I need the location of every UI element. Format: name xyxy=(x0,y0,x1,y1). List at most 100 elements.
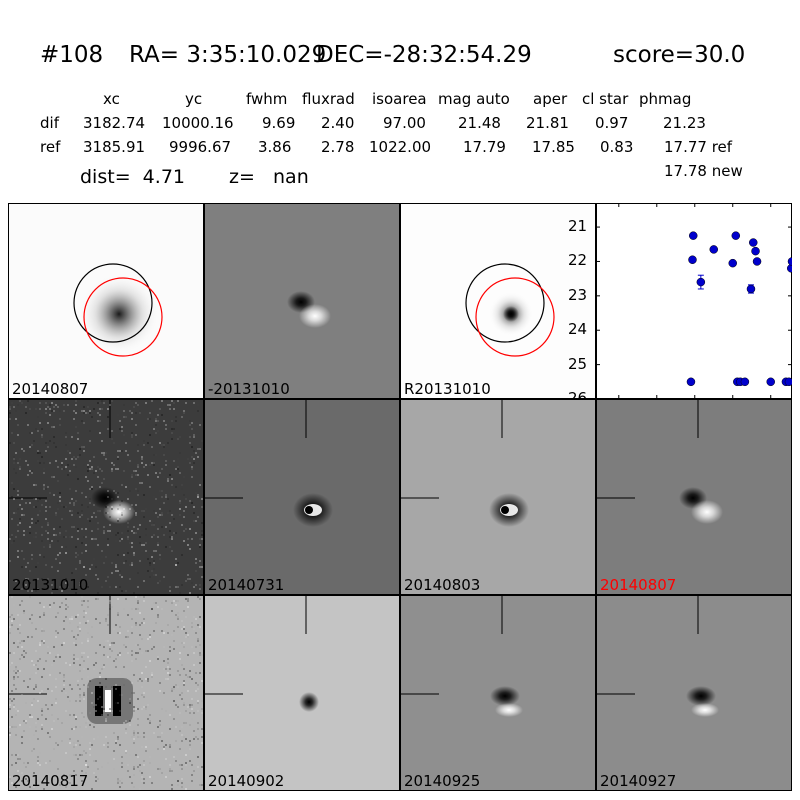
noise-pixel xyxy=(133,768,135,770)
noise-pixel xyxy=(59,526,61,528)
noise-pixel xyxy=(37,774,39,776)
noise-pixel xyxy=(191,718,193,720)
noise-pixel xyxy=(87,506,89,508)
noise-pixel xyxy=(25,406,27,408)
noise-pixel xyxy=(69,622,71,624)
noise-pixel xyxy=(51,704,53,706)
noise-pixel xyxy=(115,540,117,542)
noise-pixel xyxy=(185,402,187,404)
noise-pixel xyxy=(185,636,187,638)
noise-pixel xyxy=(35,782,37,784)
noise-pixel xyxy=(75,404,77,406)
noise-pixel xyxy=(101,586,103,588)
noise-pixel xyxy=(143,494,145,496)
noise-pixel xyxy=(173,460,175,462)
noise-pixel xyxy=(125,486,127,488)
noise-pixel xyxy=(77,614,79,616)
table-cell: 21.81 xyxy=(526,114,569,132)
noise-pixel xyxy=(173,700,175,702)
noise-pixel xyxy=(13,498,15,500)
noise-pixel xyxy=(195,682,197,684)
noise-pixel xyxy=(147,638,149,640)
noise-pixel xyxy=(105,790,107,791)
noise-pixel xyxy=(113,628,115,630)
noise-pixel xyxy=(93,538,95,540)
noise-pixel xyxy=(157,420,159,422)
noise-pixel xyxy=(163,692,165,694)
noise-pixel xyxy=(17,524,19,526)
noise-pixel xyxy=(105,452,107,454)
noise-pixel xyxy=(83,450,85,452)
noise-pixel xyxy=(181,768,183,770)
noise-pixel xyxy=(103,402,105,404)
noise-pixel xyxy=(163,646,165,648)
noise-pixel xyxy=(179,652,181,654)
noise-pixel xyxy=(11,662,13,664)
noise-pixel xyxy=(23,530,25,532)
noise-pixel xyxy=(127,530,129,532)
noise-pixel xyxy=(135,504,137,506)
noise-pixel xyxy=(165,526,167,528)
noise-pixel xyxy=(163,510,165,512)
noise-pixel xyxy=(149,576,151,578)
noise-pixel xyxy=(115,742,117,744)
noise-pixel xyxy=(31,622,33,624)
noise-pixel xyxy=(139,634,141,636)
noise-pixel xyxy=(47,652,49,654)
noise-pixel xyxy=(183,680,185,682)
noise-pixel xyxy=(17,640,19,642)
noise-pixel xyxy=(119,450,121,452)
noise-pixel xyxy=(99,644,101,646)
noise-pixel xyxy=(147,418,149,420)
noise-pixel xyxy=(57,612,59,614)
noise-pixel xyxy=(57,406,59,408)
noise-pixel xyxy=(85,496,87,498)
noise-pixel xyxy=(9,652,11,654)
noise-pixel xyxy=(31,704,33,706)
stamp-image xyxy=(597,400,791,594)
data-point xyxy=(766,377,775,387)
noise-pixel xyxy=(19,604,21,606)
noise-pixel xyxy=(137,732,139,734)
noise-pixel xyxy=(131,660,133,662)
table-cell: 21.23 xyxy=(663,114,706,132)
noise-pixel xyxy=(91,468,93,470)
noise-pixel xyxy=(191,780,193,782)
noise-pixel xyxy=(49,544,51,546)
stamp-panel: 20140925 xyxy=(400,595,596,791)
noise-pixel xyxy=(129,508,131,510)
noise-pixel xyxy=(65,604,67,606)
noise-pixel xyxy=(17,494,19,496)
stamp-date-label: 20140807 xyxy=(12,380,89,398)
noise-pixel xyxy=(115,570,117,572)
noise-pixel xyxy=(93,706,95,708)
noise-pixel xyxy=(171,478,173,480)
noise-pixel xyxy=(131,736,133,738)
noise-pixel xyxy=(57,654,59,656)
noise-pixel xyxy=(175,604,177,606)
noise-pixel xyxy=(177,780,179,782)
noise-pixel xyxy=(133,532,135,534)
noise-pixel xyxy=(181,734,183,736)
noise-pixel xyxy=(193,506,195,508)
noise-pixel xyxy=(195,520,197,522)
stamp-panel: 20140807 xyxy=(8,203,204,399)
noise-pixel xyxy=(25,460,27,462)
noise-pixel xyxy=(167,404,169,406)
noise-pixel xyxy=(187,544,189,546)
noise-pixel xyxy=(117,632,119,634)
noise-pixel xyxy=(69,700,71,702)
noise-pixel xyxy=(133,786,135,788)
noise-pixel xyxy=(23,450,25,452)
noise-pixel xyxy=(55,784,57,786)
noise-pixel xyxy=(49,606,51,608)
noise-pixel xyxy=(107,742,109,744)
noise-pixel xyxy=(183,702,185,704)
noise-pixel xyxy=(195,646,197,648)
noise-pixel xyxy=(57,554,59,556)
noise-pixel xyxy=(175,760,177,762)
stamp-background xyxy=(205,596,399,790)
noise-pixel xyxy=(185,758,187,760)
noise-pixel xyxy=(125,732,127,734)
noise-pixel xyxy=(125,750,127,752)
